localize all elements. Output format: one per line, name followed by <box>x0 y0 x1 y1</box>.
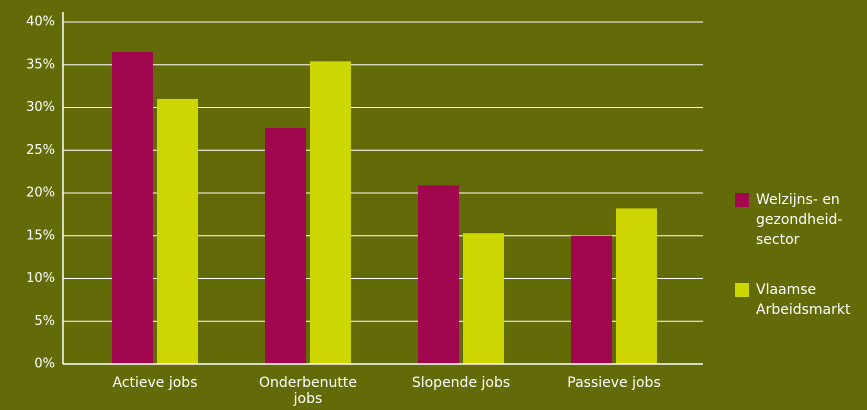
bar <box>616 208 657 364</box>
y-tick-label: 0% <box>34 357 55 372</box>
y-tick-label: 25% <box>26 143 55 158</box>
y-tick-label: 40% <box>26 15 55 30</box>
bar <box>157 98 198 364</box>
bar <box>571 235 612 364</box>
bar <box>418 185 459 364</box>
y-tick-label: 5% <box>34 314 55 329</box>
y-tick-label: 10% <box>26 271 55 286</box>
legend-label: Welzijns- en gezondheid-sector <box>756 192 843 248</box>
legend-swatch <box>735 193 749 207</box>
x-tick-label: Onderbenutte jobs <box>259 375 357 407</box>
legend-label: Vlaamse Arbeidsmarkt <box>756 282 851 318</box>
bar <box>112 51 153 365</box>
y-tick-label: 35% <box>26 57 55 72</box>
x-tick-label: Passieve jobs <box>567 375 661 391</box>
x-tick-label: Slopende jobs <box>411 375 511 391</box>
y-tick-label: 15% <box>26 228 55 243</box>
legend-swatch <box>735 283 749 297</box>
bar <box>265 128 306 364</box>
bar <box>463 233 504 364</box>
bar <box>310 61 351 365</box>
legend-item: Vlaamse Arbeidsmarkt <box>735 280 867 320</box>
y-tick-label: 30% <box>26 100 55 115</box>
y-tick-label: 20% <box>26 186 55 201</box>
legend-item: Welzijns- en gezondheid-sector <box>735 190 867 250</box>
x-tick-label: Actieve jobs <box>112 375 198 391</box>
